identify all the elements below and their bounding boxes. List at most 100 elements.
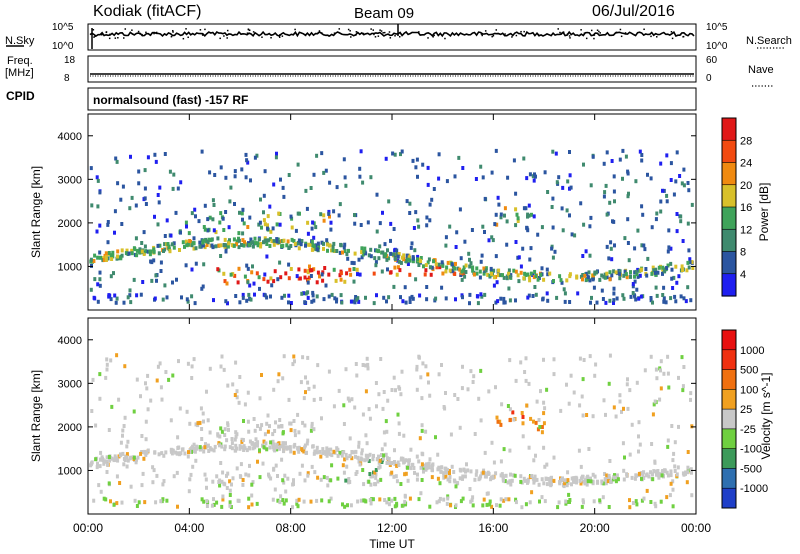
- velocity-cell: [466, 468, 470, 473]
- velocity-cell: [483, 450, 487, 455]
- power-cell: [185, 297, 189, 302]
- noise-search-dot: [123, 37, 125, 39]
- power-cell: [416, 254, 420, 259]
- velocity-cell: [638, 442, 642, 447]
- power-cell: [680, 264, 684, 269]
- power-cell: [275, 222, 279, 227]
- power-cell: [367, 253, 371, 258]
- velocity-cell: [335, 446, 339, 451]
- power-cell: [548, 271, 552, 276]
- velocity-cell: [609, 480, 613, 484]
- velocity-cell: [527, 381, 531, 386]
- velocity-cell: [205, 504, 209, 508]
- velocity-cell: [407, 461, 411, 466]
- velocity-cell: [151, 480, 155, 485]
- power-cell: [435, 265, 439, 270]
- noise-search-dot: [593, 37, 595, 40]
- power-cell: [613, 243, 616, 248]
- power-cell: [224, 243, 228, 248]
- power-cell: [551, 149, 555, 154]
- velocity-cell: [297, 449, 301, 454]
- velocity-cell: [349, 503, 353, 508]
- power-cell: [312, 267, 316, 272]
- power-cell: [589, 300, 592, 305]
- power-cell: [517, 255, 521, 260]
- power-cell: [565, 278, 569, 283]
- power-cell: [366, 220, 370, 225]
- power-cell: [492, 275, 496, 280]
- velocity-cell: [306, 473, 310, 478]
- velocity-cell: [671, 458, 675, 463]
- velocity-cell: [271, 497, 275, 502]
- power-cell: [540, 266, 544, 271]
- power-cell: [631, 291, 635, 295]
- power-cell: [287, 300, 290, 305]
- velocity-cell: [177, 359, 180, 364]
- power-cell: [610, 159, 614, 163]
- velocity-cell: [654, 469, 658, 474]
- power-cell: [414, 165, 418, 170]
- power-cell: [335, 185, 339, 190]
- velocity-cell: [220, 354, 224, 359]
- power-cell: [502, 296, 506, 301]
- power-cell: [650, 225, 654, 230]
- velocity-cell: [92, 498, 96, 503]
- velocity-cell: [238, 474, 242, 479]
- power-cell: [111, 250, 115, 255]
- power-cell: [621, 293, 625, 298]
- velocity-cell: [471, 495, 475, 500]
- station-title: Kodiak (fitACF): [93, 3, 201, 20]
- velocity-cell: [121, 428, 125, 433]
- power-cell: [486, 272, 490, 277]
- velocity-cell: [587, 447, 591, 451]
- velocity-cell: [404, 502, 407, 507]
- velocity-cell: [657, 475, 661, 480]
- power-cell: [584, 249, 588, 254]
- power-cell: [546, 298, 550, 303]
- velocity-cell: [307, 386, 311, 391]
- velocity-cell: [262, 445, 266, 450]
- power-cell: [359, 149, 363, 154]
- velocity-cell: [498, 503, 502, 508]
- velocity-cell: [277, 372, 281, 377]
- velocity-cell: [218, 434, 222, 439]
- time-x-axis: 00:00 04:00 08:00 12:00 16:00 20:00 00:00: [73, 114, 711, 535]
- velocity-cell: [430, 468, 434, 472]
- velocity-cell: [681, 471, 685, 476]
- velocity-cell: [464, 469, 467, 474]
- power-cell: [227, 241, 231, 246]
- velocity-cell: [272, 387, 276, 392]
- velocity-cell: [397, 385, 401, 390]
- velocity-cell: [165, 498, 169, 503]
- power-cell: [152, 247, 156, 252]
- power-cell: [163, 152, 167, 156]
- velocity-cell: [377, 392, 381, 397]
- power-cell: [249, 241, 253, 246]
- velocity-cell: [350, 450, 354, 454]
- power-cell: [259, 197, 262, 202]
- power-cell: [139, 292, 143, 297]
- power-cell: [296, 162, 300, 167]
- power-ytick-label: 1000: [58, 261, 82, 273]
- velocity-cell: [248, 463, 251, 468]
- power-cell: [180, 295, 183, 300]
- power-cell: [132, 277, 136, 282]
- power-cell: [381, 210, 384, 215]
- velocity-cell: [581, 413, 585, 418]
- noise-search-dot: [199, 29, 202, 31]
- velocity-cell: [373, 470, 377, 475]
- power-cell: [287, 293, 291, 298]
- power-cell: [122, 300, 126, 305]
- velocity-cell: [582, 500, 585, 505]
- velocity-cell: [375, 404, 378, 409]
- velocity-cell: [438, 496, 442, 501]
- power-cell: [201, 243, 205, 248]
- velocity-cell: [543, 406, 547, 411]
- power-cell: [416, 257, 419, 262]
- velocity-cell: [404, 458, 408, 463]
- velocity-colorbar-segment: [722, 409, 736, 430]
- power-cell: [644, 267, 648, 271]
- power-cell: [476, 294, 480, 299]
- velocity-cell: [675, 472, 679, 477]
- power-cell: [223, 279, 227, 284]
